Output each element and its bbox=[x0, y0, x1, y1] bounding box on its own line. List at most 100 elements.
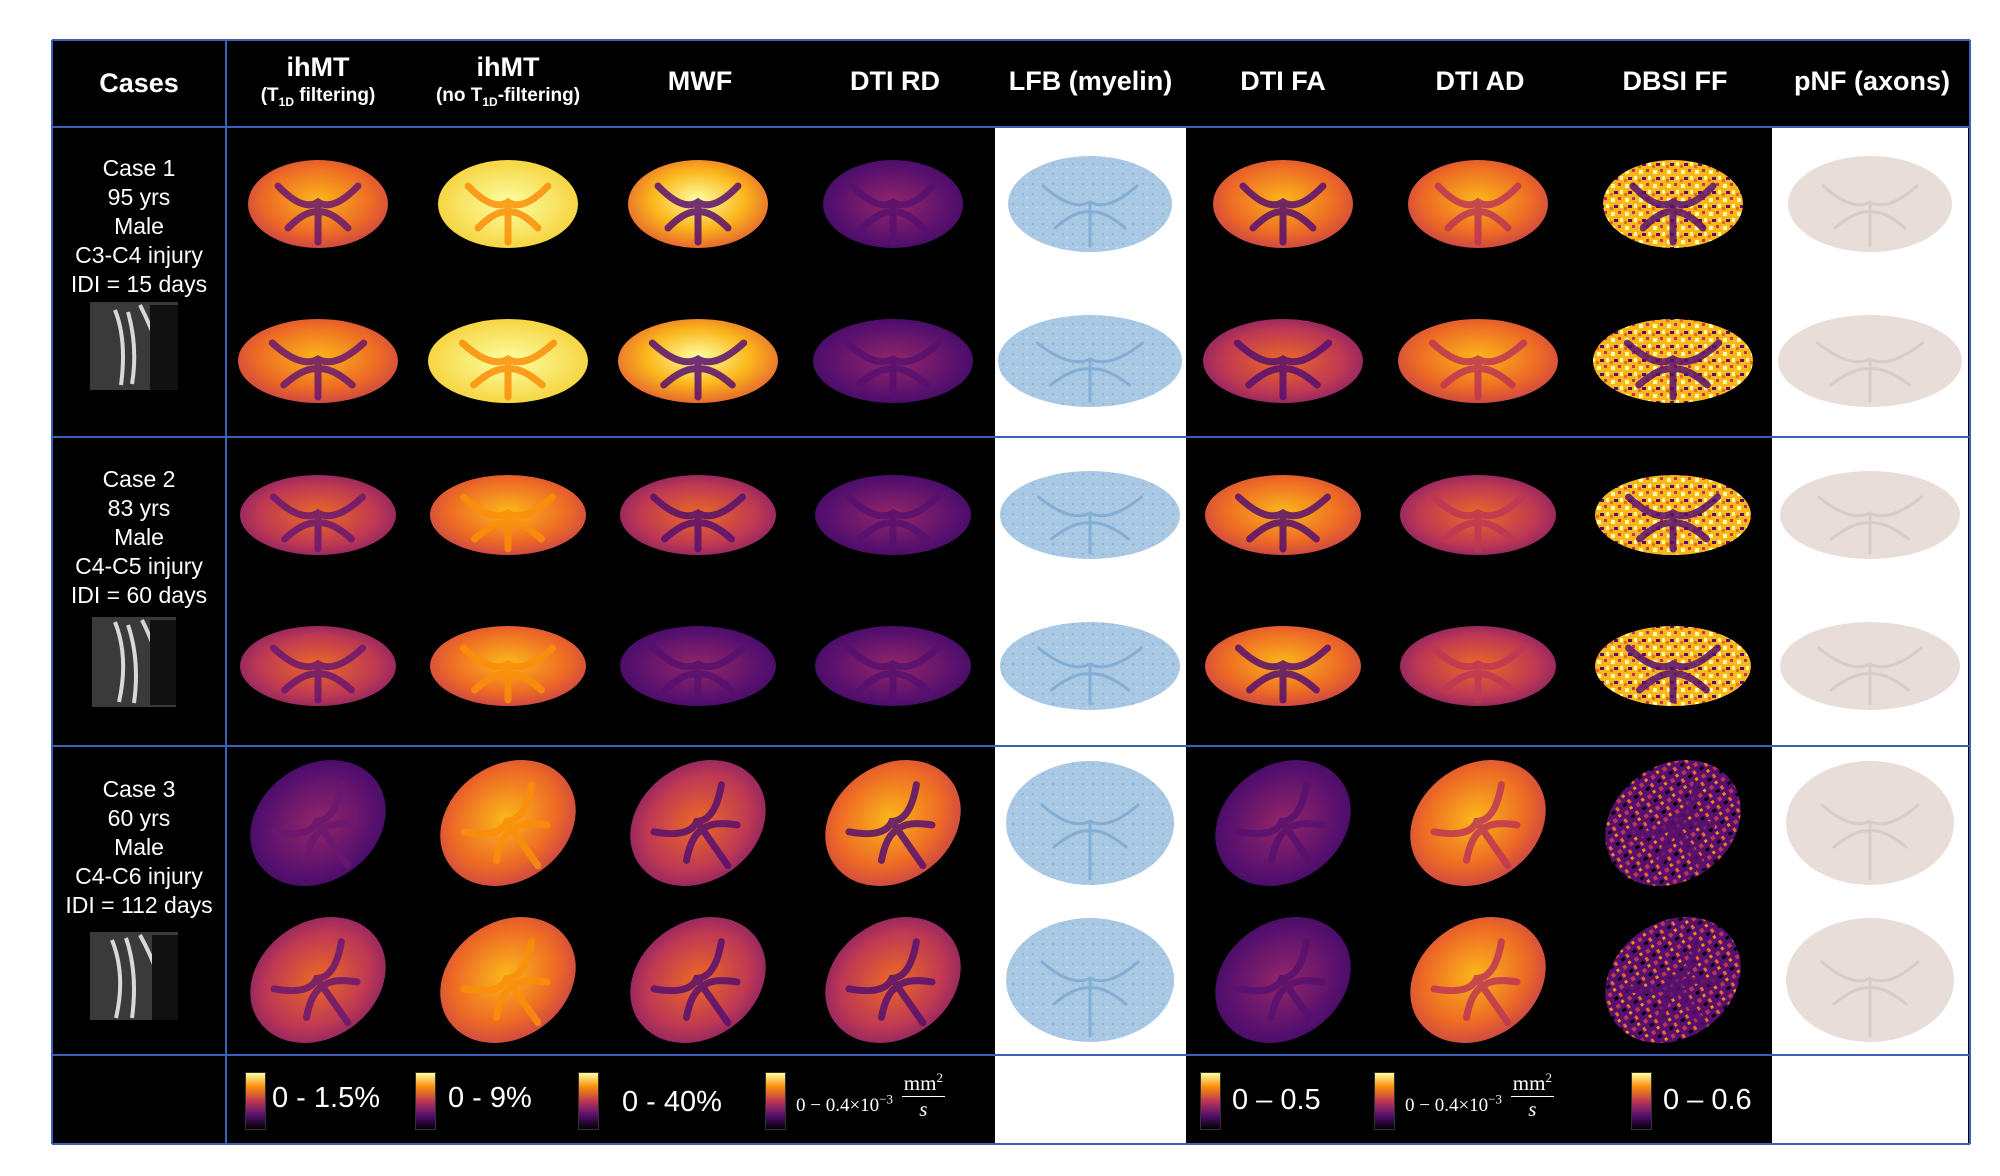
sample-lfb-row-1 bbox=[1008, 156, 1172, 252]
case-1-line: C3-C4 injury bbox=[75, 242, 203, 268]
header-ihmt-t1d: ihMT (T1D filtering) bbox=[228, 52, 408, 109]
header-pnf: pNF (axons) bbox=[1793, 66, 1950, 96]
colorbar-ihmt-no-t1d bbox=[415, 1072, 436, 1130]
sample-dti-fa-row-6 bbox=[1215, 917, 1351, 1043]
scale-dti-ad: 0 − 0.4×10−3 mm2 s bbox=[1405, 1070, 1554, 1130]
sample-dti-ad-row-1 bbox=[1408, 160, 1548, 248]
sample-dti-rd-row-2 bbox=[813, 319, 973, 403]
case-2-line: Case 2 bbox=[102, 466, 176, 492]
case-2-line: 83 yrs bbox=[107, 495, 171, 521]
sample-dbsi-ff-row-2 bbox=[1593, 319, 1753, 403]
header-lfb: LFB (myelin) bbox=[1008, 66, 1173, 96]
mri-thumbnail-case-2 bbox=[92, 617, 176, 707]
sample-ihmt-no-t1d-row-5 bbox=[440, 760, 576, 886]
sample-mwf-row-5 bbox=[630, 760, 766, 886]
header-ihmt-no-t1d: ihMT (no T1D-filtering) bbox=[408, 52, 608, 109]
sample-pnf-row-6 bbox=[1786, 918, 1954, 1042]
header-dti-rd: DTI RD bbox=[850, 66, 940, 96]
sample-dbsi-ff-row-4 bbox=[1595, 626, 1751, 706]
sample-lfb-row-3 bbox=[1000, 471, 1180, 559]
scale-ihmt-t1d: 0 - 1.5% bbox=[272, 1082, 380, 1114]
sample-dbsi-ff-row-1 bbox=[1603, 160, 1743, 248]
case-1-line: Male bbox=[114, 213, 164, 239]
sample-ihmt-no-t1d-row-2 bbox=[428, 319, 588, 403]
colorbar-ihmt-t1d bbox=[245, 1072, 266, 1130]
sample-lfb-row-6 bbox=[1006, 918, 1174, 1042]
case-1-line: Case 1 bbox=[102, 155, 176, 181]
sample-mwf-row-1 bbox=[628, 160, 768, 248]
sample-dti-rd-row-1 bbox=[823, 160, 963, 248]
sample-ihmt-no-t1d-row-1 bbox=[438, 160, 578, 248]
scale-dti-fa: 0 – 0.5 bbox=[1232, 1084, 1321, 1116]
case-3-line: IDI = 112 days bbox=[65, 892, 213, 918]
case-3-line: 60 yrs bbox=[107, 805, 171, 831]
mri-thumbnail-case-1 bbox=[90, 302, 178, 390]
sample-dbsi-ff-row-6 bbox=[1605, 917, 1741, 1043]
colorbar-mwf bbox=[578, 1072, 599, 1130]
colorbar-dti-rd bbox=[765, 1072, 786, 1130]
case-3-info: Case 3 60 yrs Male C4-C6 injury IDI = 11… bbox=[52, 775, 226, 920]
header-mwf: MWF bbox=[667, 66, 733, 96]
scale-dti-ad-value: 0 − 0.4×10−3 bbox=[1405, 1092, 1503, 1117]
sample-mwf-row-3 bbox=[620, 475, 776, 555]
sample-mwf-row-2 bbox=[618, 319, 778, 403]
sample-ihmt-no-t1d-row-4 bbox=[430, 626, 586, 706]
header-ihmt-t1d-title: ihMT bbox=[286, 52, 350, 82]
sample-dti-fa-row-4 bbox=[1205, 626, 1361, 706]
sample-dti-fa-row-1 bbox=[1213, 160, 1353, 248]
sample-lfb-row-5 bbox=[1006, 761, 1174, 885]
sample-dti-ad-row-2 bbox=[1398, 319, 1558, 403]
sample-lfb-row-2 bbox=[998, 315, 1182, 407]
sample-dti-ad-row-4 bbox=[1400, 626, 1556, 706]
case-2-line: C4-C5 injury bbox=[75, 553, 203, 579]
sample-ihmt-no-t1d-row-3 bbox=[430, 475, 586, 555]
sample-dti-ad-row-3 bbox=[1400, 475, 1556, 555]
scale-dbsi-ff: 0 – 0.6 bbox=[1663, 1084, 1752, 1116]
sample-lfb-row-4 bbox=[1000, 622, 1180, 710]
sample-dti-fa-row-5 bbox=[1215, 760, 1351, 886]
case-2-info: Case 2 83 yrs Male C4-C5 injury IDI = 60… bbox=[52, 465, 226, 610]
sample-dti-fa-row-2 bbox=[1203, 319, 1363, 403]
sample-dti-ad-row-5 bbox=[1410, 760, 1546, 886]
sample-ihmt-t1d-row-6 bbox=[250, 917, 386, 1043]
case-1-line: 95 yrs bbox=[107, 184, 171, 210]
table-grid bbox=[51, 39, 1971, 1145]
scale-ihmt-no-t1d: 0 - 9% bbox=[448, 1082, 532, 1114]
colorbar-dti-ad bbox=[1374, 1072, 1395, 1130]
header-dti-ad: DTI AD bbox=[1435, 66, 1525, 96]
header-ihmt-no-t1d-title: ihMT bbox=[476, 52, 540, 82]
header-dti-fa: DTI FA bbox=[1240, 66, 1326, 96]
header-dbsi-ff: DBSI FF bbox=[1622, 66, 1728, 96]
sample-dti-rd-row-3 bbox=[815, 475, 971, 555]
sample-mwf-row-6 bbox=[630, 917, 766, 1043]
sample-ihmt-t1d-row-2 bbox=[238, 319, 398, 403]
sample-dti-ad-row-6 bbox=[1410, 917, 1546, 1043]
colorbar-dti-fa bbox=[1200, 1072, 1221, 1130]
sample-ihmt-t1d-row-3 bbox=[240, 475, 396, 555]
sample-pnf-row-1 bbox=[1788, 156, 1952, 252]
sample-pnf-row-2 bbox=[1778, 315, 1962, 407]
sample-ihmt-t1d-row-4 bbox=[240, 626, 396, 706]
case-1-info: Case 1 95 yrs Male C3-C4 injury IDI = 15… bbox=[52, 154, 226, 299]
sample-ihmt-t1d-row-1 bbox=[248, 160, 388, 248]
tissue-samples bbox=[238, 156, 1962, 1043]
sample-dti-rd-row-5 bbox=[825, 760, 961, 886]
case-3-line: Case 3 bbox=[102, 776, 176, 802]
case-2-line: Male bbox=[114, 524, 164, 550]
sample-dbsi-ff-row-3 bbox=[1595, 475, 1751, 555]
case-3-line: C4-C6 injury bbox=[75, 863, 203, 889]
sample-dti-rd-row-4 bbox=[815, 626, 971, 706]
mri-thumbnail-case-3 bbox=[90, 932, 178, 1020]
sample-dti-rd-row-6 bbox=[825, 917, 961, 1043]
case-2-line: IDI = 60 days bbox=[70, 582, 208, 608]
colorbar-dbsi-ff bbox=[1631, 1072, 1652, 1130]
scale-mwf: 0 - 40% bbox=[622, 1086, 722, 1118]
sample-mwf-row-4 bbox=[620, 626, 776, 706]
sample-dti-fa-row-3 bbox=[1205, 475, 1361, 555]
sample-pnf-row-3 bbox=[1780, 471, 1960, 559]
case-1-line: IDI = 15 days bbox=[70, 271, 208, 297]
header-ihmt-no-t1d-subtitle: (no T1D-filtering) bbox=[435, 85, 581, 109]
sample-pnf-row-5 bbox=[1786, 761, 1954, 885]
sample-ihmt-t1d-row-5 bbox=[250, 760, 386, 886]
